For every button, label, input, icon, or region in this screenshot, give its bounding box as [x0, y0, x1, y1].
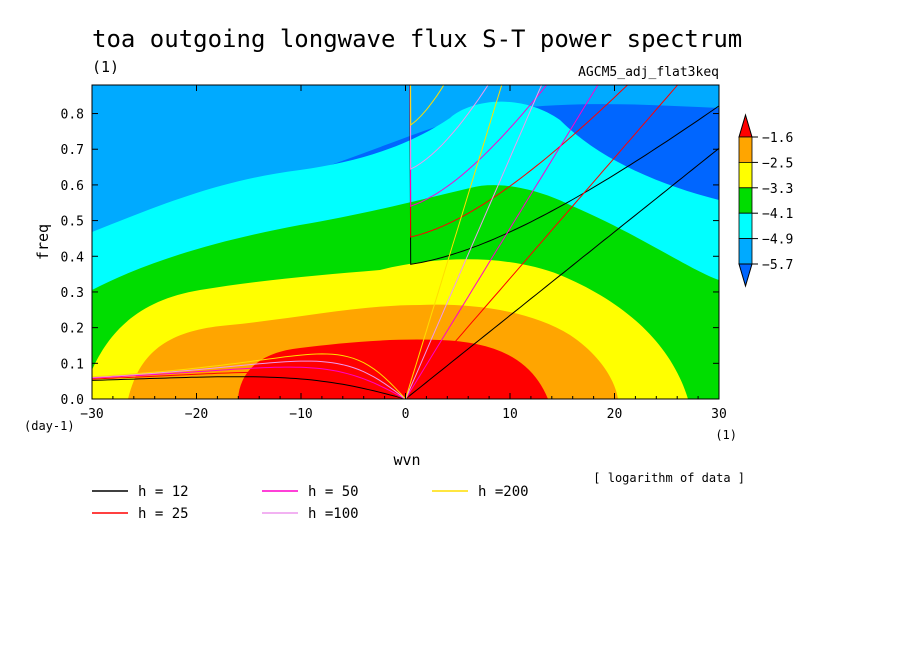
legend-label: h = 12 — [138, 484, 189, 500]
kelvin-curve — [405, 85, 679, 399]
chart-title: toa outgoing longwave flux S-T power spe… — [92, 25, 742, 53]
colorbar-segment — [738, 161, 753, 189]
rossby-curve — [92, 376, 406, 399]
x-axis-unit: (1) — [715, 428, 737, 442]
contour-band — [92, 85, 719, 260]
y-tick-label: 0.3 — [61, 286, 84, 301]
x-tick-label: 30 — [711, 407, 727, 422]
y-tick-label: 0.1 — [61, 357, 84, 372]
chart-units-label: (1) — [92, 58, 119, 76]
kelvin-curve — [405, 147, 719, 399]
kelvin-curve — [405, 85, 543, 399]
plot-area — [92, 85, 719, 399]
x-axis-label: wvn — [393, 451, 420, 469]
colorbar-min-arrow — [738, 263, 753, 288]
rossby-curve — [92, 353, 406, 399]
x-tick-label: 20 — [607, 407, 623, 422]
x-tick-label: 10 — [502, 407, 518, 422]
data-note: [ logarithm of data ] — [593, 471, 745, 485]
y-axis-unit: (day-1) — [24, 419, 75, 433]
legend: h = 12 h = 25 h = 50 h =100 h =200 — [92, 484, 529, 522]
x-tick-label: 0 — [402, 407, 410, 422]
y-axis-label: freq — [34, 224, 52, 260]
y-tick-label: 0.8 — [61, 108, 84, 123]
colorbar-segment — [738, 136, 753, 163]
colorbar-segment — [738, 187, 753, 214]
y-tick-label: 0.4 — [61, 250, 85, 265]
y-tick-label: 0.0 — [61, 393, 84, 408]
colorbar-label: −4.1 — [762, 207, 793, 222]
legend-label: h =200 — [478, 484, 529, 500]
rossby-curve — [92, 371, 406, 399]
kelvin-curve — [405, 85, 503, 399]
x-tick-label: −20 — [185, 407, 208, 422]
colorbar-label: −1.6 — [762, 131, 793, 146]
colorbar-segment — [738, 212, 753, 239]
legend-label: h =100 — [308, 506, 359, 522]
chart-subtitle-right: AGCM5_adj_flat3keq — [578, 65, 719, 80]
dispersion-curve — [409, 85, 719, 265]
colorbar-label: −3.3 — [762, 182, 793, 197]
y-tick-label: 0.2 — [61, 322, 84, 337]
colorbar-segment — [738, 238, 753, 265]
kelvin-curve — [405, 85, 599, 399]
colorbar: −1.6 −2.5 −3.3 −4.1 −4.9 −5.7 — [738, 113, 793, 288]
colorbar-max-arrow — [738, 113, 753, 138]
colorbar-label: −4.9 — [762, 233, 793, 248]
dispersion-curve — [409, 85, 629, 238]
rossby-curve — [92, 366, 406, 399]
x-tick-label: −10 — [289, 407, 312, 422]
colorbar-label: −2.5 — [762, 156, 793, 171]
y-tick-label: 0.7 — [61, 143, 84, 158]
y-tick-label: 0.6 — [61, 179, 84, 194]
rossby-curve — [92, 360, 406, 399]
legend-label: h = 25 — [138, 506, 189, 522]
x-tick-label: −30 — [80, 407, 103, 422]
y-tick-label: 0.5 — [61, 215, 84, 230]
legend-label: h = 50 — [308, 484, 359, 500]
colorbar-label: −5.7 — [762, 258, 793, 273]
